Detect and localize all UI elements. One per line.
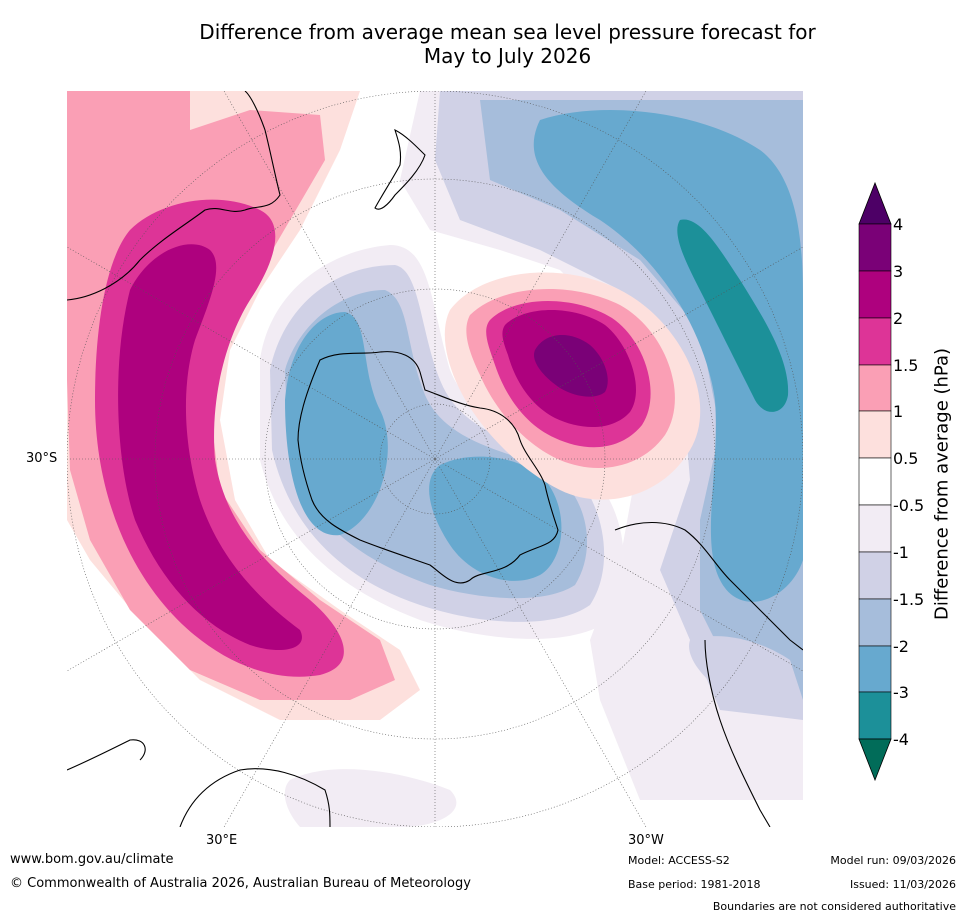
colorbar-segment-0.5-1 — [858, 410, 892, 459]
colorbar-bottom-arrow — [858, 738, 892, 782]
south-america-negative — [689, 636, 803, 700]
colorbar-tick: 4 — [893, 215, 904, 234]
colorbar-tick: 0.5 — [893, 449, 919, 468]
chart-title: Difference from average mean sea level p… — [150, 20, 865, 68]
base-period-text: Base period: 1981-2018 — [628, 878, 761, 891]
australia-coast — [67, 91, 281, 301]
southwest-negative — [284, 769, 457, 827]
copyright-text: © Commonwealth of Australia 2026, Austra… — [10, 876, 471, 891]
website-link[interactable]: www.bom.gov.au/climate — [10, 852, 174, 867]
map-contours — [67, 91, 803, 827]
colorbar-segment-neutral — [858, 457, 892, 506]
colorbar-segment-m4-m3 — [858, 691, 892, 740]
colorbar-title: Difference from average (hPa) — [931, 347, 953, 621]
antarctic-negative-m3-west — [285, 312, 388, 536]
new-zealand-coast — [374, 128, 426, 210]
colorbar-segment-2-3 — [858, 270, 892, 319]
colorbar-tick: 2 — [893, 309, 904, 328]
colorbar-tick: -1.5 — [893, 590, 925, 609]
colorbar-tick: -1 — [893, 543, 909, 562]
model-run-text: Model run: 09/03/2026 — [830, 854, 956, 867]
title-line-2: May to July 2026 — [423, 44, 592, 68]
colorbar-tick: -4 — [893, 730, 909, 749]
colorbar-tick: -2 — [893, 637, 909, 656]
indian-positive-2 — [118, 244, 302, 651]
issued-text: Issued: 11/03/2026 — [849, 878, 956, 891]
pacific-negative-m3 — [533, 110, 803, 602]
colorbar-tick: 1.5 — [893, 356, 919, 375]
pacific-positive-3 — [534, 334, 608, 397]
colorbar-segment-3-4 — [858, 223, 892, 272]
africa-coast — [67, 739, 331, 827]
colorbar-tick: 3 — [893, 262, 904, 281]
colorbar-tick: -0.5 — [893, 496, 925, 515]
south-america-coast — [614, 522, 803, 827]
antarctica-coast — [297, 351, 559, 584]
colorbar — [858, 181, 892, 782]
colorbar-segment-m1-m0.5 — [858, 504, 892, 553]
lon-label-30e: 30°E — [206, 833, 238, 848]
colorbar-segment-1-1.5 — [858, 364, 892, 412]
colorbar-segment-1.5-2 — [858, 317, 892, 366]
lat-label-30s: 30°S — [26, 451, 58, 466]
coastlines — [67, 91, 803, 827]
antarctic-negative-m3-east — [429, 456, 562, 581]
title-line-1: Difference from average mean sea level p… — [199, 20, 816, 44]
colorbar-segment-m1.5-m1 — [858, 551, 892, 600]
lon-label-30w: 30°W — [628, 833, 664, 848]
graticule — [67, 91, 803, 827]
disclaimer-text: Boundaries are not considered authoritat… — [712, 900, 956, 913]
colorbar-tick: 1 — [893, 402, 904, 421]
colorbar-segment-m3-m2 — [858, 645, 892, 693]
colorbar-top-arrow — [858, 181, 892, 225]
colorbar-tick: -3 — [893, 683, 909, 702]
pacific-negative-m4 — [677, 219, 789, 412]
colorbar-segment-m2-m1.5 — [858, 598, 892, 647]
model-text: Model: ACCESS-S2 — [628, 854, 730, 867]
